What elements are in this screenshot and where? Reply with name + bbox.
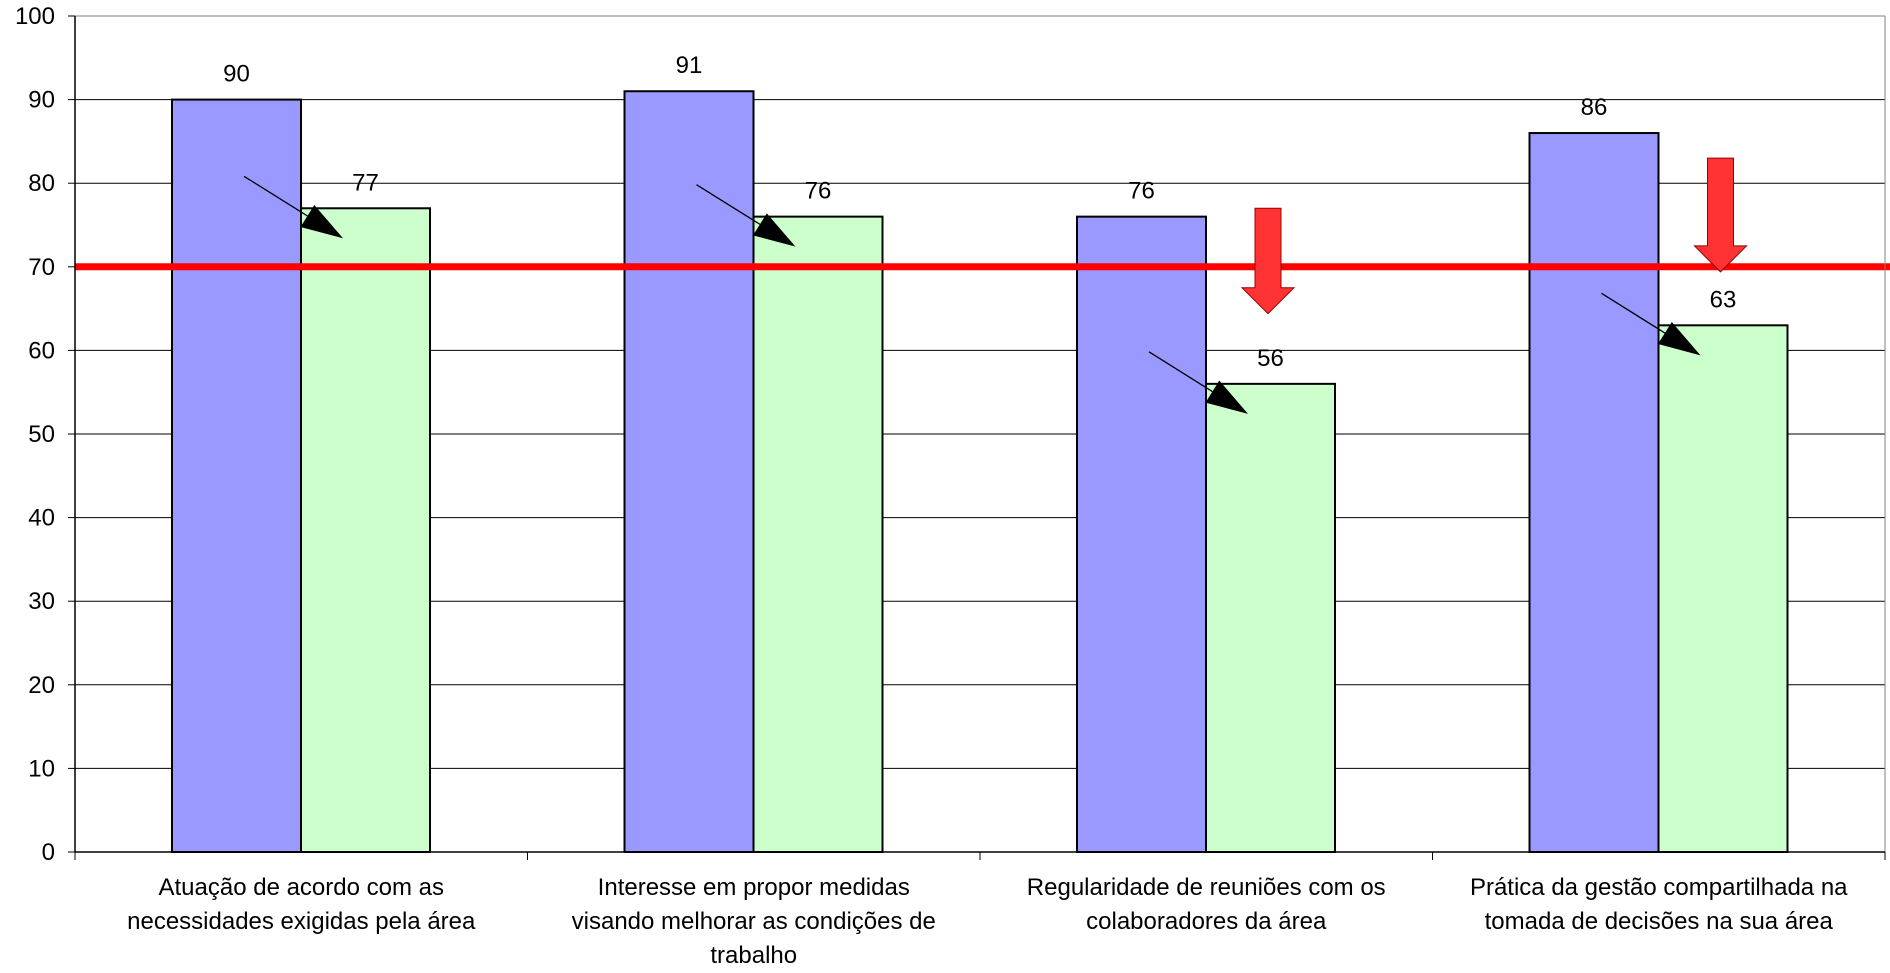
y-tick-label: 20 (28, 672, 55, 699)
bar-series2 (1657, 324, 1789, 853)
decline-arrow-shaft (696, 184, 761, 225)
warning-down-arrow (1693, 157, 1748, 273)
decline-arrow-head (300, 204, 343, 239)
category-label: Interesse em propor medidas visando melho… (572, 874, 936, 969)
y-tick-label: 50 (28, 421, 55, 448)
decline-arrow-shaft (1601, 292, 1666, 334)
axes (68, 15, 1886, 860)
category-label-line: tomada de decisões na sua área (1485, 908, 1834, 935)
data-label: 56 (1257, 345, 1284, 372)
bars (171, 90, 1789, 854)
data-label: 91 (676, 52, 703, 79)
category-label: Atuação de acordo com as necessidades exi… (127, 874, 476, 935)
bar-series2 (1205, 382, 1336, 853)
data-label: 86 (1581, 94, 1608, 121)
category-label-line: visando melhorar as condições de (572, 908, 936, 935)
category-label-line: Atuação de acordo com as (158, 874, 444, 901)
bar-series1 (1528, 132, 1660, 854)
category-label-line: colaboradores da área (1086, 908, 1327, 935)
decline-arrow-shaft (1148, 351, 1213, 393)
category-label-line: Interesse em propor medidas (598, 874, 910, 901)
category-label: Prática da gestão compartilhada na tomada… (1470, 874, 1848, 935)
data-label: 63 (1710, 286, 1737, 313)
bar-series1 (171, 98, 302, 854)
data-label: 76 (805, 178, 832, 205)
warning-down-arrow (1240, 207, 1296, 315)
y-tick-label: 10 (28, 755, 55, 782)
annotation-arrows (243, 157, 1748, 414)
bar-series1 (1076, 215, 1207, 853)
y-tick-label: 30 (28, 588, 55, 615)
decline-arrow-head (1658, 322, 1701, 356)
data-label: 76 (1128, 178, 1155, 205)
bar-series1 (623, 90, 755, 854)
y-tick-label: 90 (28, 87, 55, 114)
category-label: Regularidade de reuniões com os colaborad… (1027, 874, 1386, 935)
labels: 0 10 20 30 40 50 60 70 80 90 100 90 91 76 86 77 76 56 63 At… (15, 3, 1848, 969)
decline-arrow-head (753, 213, 796, 247)
category-label-line: Prática da gestão compartilhada na (1470, 874, 1848, 901)
category-label-line: trabalho (710, 942, 797, 969)
data-label: 77 (352, 169, 379, 196)
y-tick-label: 100 (15, 3, 55, 30)
category-label-line: Regularidade de reuniões com os (1027, 874, 1386, 901)
category-label-line: necessidades exigidas pela área (127, 908, 476, 935)
decline-arrow-shaft (243, 175, 308, 217)
bar-series2 (752, 215, 884, 853)
y-tick-label: 0 (42, 839, 55, 866)
y-tick-label: 70 (28, 254, 55, 281)
y-tick-label: 80 (28, 170, 55, 197)
y-tick-label: 40 (28, 505, 55, 532)
y-tick-label: 60 (28, 337, 55, 364)
data-label: 90 (223, 61, 250, 88)
bar-series2 (300, 207, 431, 853)
decline-arrow-head (1205, 380, 1248, 414)
